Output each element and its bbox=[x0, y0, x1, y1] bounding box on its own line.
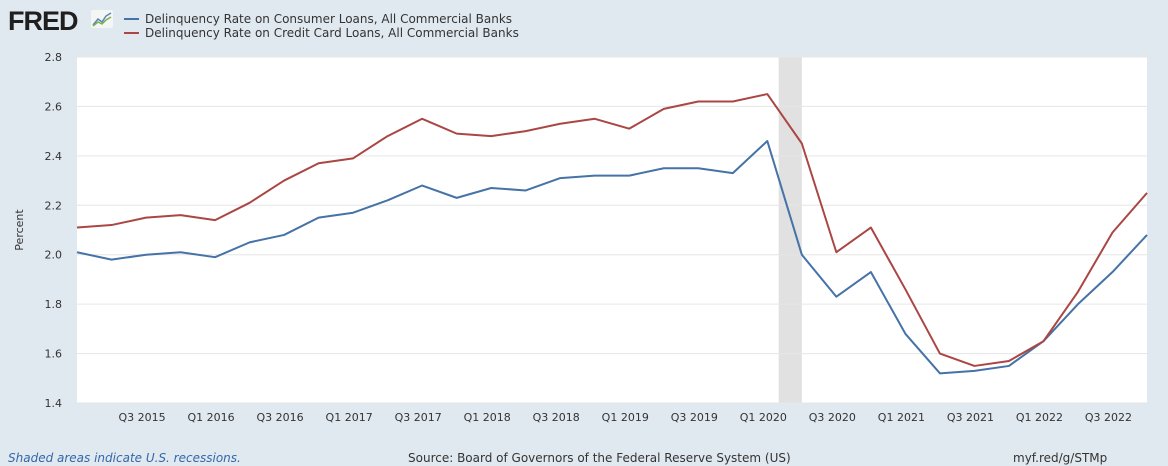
y-tick-label: 2.8 bbox=[45, 51, 63, 64]
y-tick-label: 1.4 bbox=[45, 397, 63, 410]
legend-item-consumer[interactable]: Delinquency Rate on Consumer Loans, All … bbox=[124, 12, 519, 26]
legend-item-credit-card[interactable]: Delinquency Rate on Credit Card Loans, A… bbox=[124, 26, 519, 40]
legend: Delinquency Rate on Consumer Loans, All … bbox=[124, 12, 519, 40]
legend-label: Delinquency Rate on Credit Card Loans, A… bbox=[145, 26, 519, 40]
y-tick-label: 2.4 bbox=[45, 150, 63, 163]
legend-label: Delinquency Rate on Consumer Loans, All … bbox=[145, 12, 513, 26]
legend-swatch bbox=[124, 18, 139, 20]
chart-logo-icon bbox=[91, 10, 113, 28]
x-tick-label: Q1 2018 bbox=[464, 411, 511, 424]
y-tick-label: 1.6 bbox=[45, 348, 63, 361]
x-tick-label: Q3 2022 bbox=[1085, 411, 1132, 424]
x-tick-label: Q3 2019 bbox=[671, 411, 718, 424]
recession-band bbox=[778, 57, 802, 403]
x-tick-label: Q3 2017 bbox=[395, 411, 442, 424]
x-tick-label: Q3 2021 bbox=[947, 411, 994, 424]
short-link[interactable]: myf.red/g/STMp bbox=[1013, 451, 1108, 465]
x-tick-label: Q1 2017 bbox=[326, 411, 373, 424]
series-line-credit-card bbox=[76, 93, 1148, 367]
x-tick-label: Q3 2015 bbox=[118, 411, 165, 424]
y-tick-label: 2.0 bbox=[45, 249, 63, 262]
x-tick-label: Q3 2018 bbox=[533, 411, 580, 424]
x-tick-label: Q1 2020 bbox=[740, 411, 787, 424]
x-tick-label: Q3 2016 bbox=[257, 411, 304, 424]
y-tick-label: 1.8 bbox=[45, 298, 63, 311]
x-tick-label: Q1 2016 bbox=[187, 411, 234, 424]
source-text: Source: Board of Governors of the Federa… bbox=[408, 451, 791, 465]
series-line-consumer bbox=[76, 140, 1148, 375]
plot-area bbox=[77, 57, 1147, 403]
x-tick-label: Q1 2022 bbox=[1016, 411, 1063, 424]
fred-logo: FRED bbox=[8, 6, 78, 36]
y-tick-label: 2.2 bbox=[45, 199, 63, 212]
y-axis-label: Percent bbox=[13, 209, 26, 251]
legend-swatch bbox=[124, 32, 139, 34]
y-tick-label: 2.6 bbox=[45, 100, 63, 113]
x-tick-label: Q1 2021 bbox=[878, 411, 925, 424]
x-tick-label: Q3 2020 bbox=[809, 411, 856, 424]
recession-note: Shaded areas indicate U.S. recessions. bbox=[8, 451, 241, 465]
x-tick-label: Q1 2019 bbox=[602, 411, 649, 424]
